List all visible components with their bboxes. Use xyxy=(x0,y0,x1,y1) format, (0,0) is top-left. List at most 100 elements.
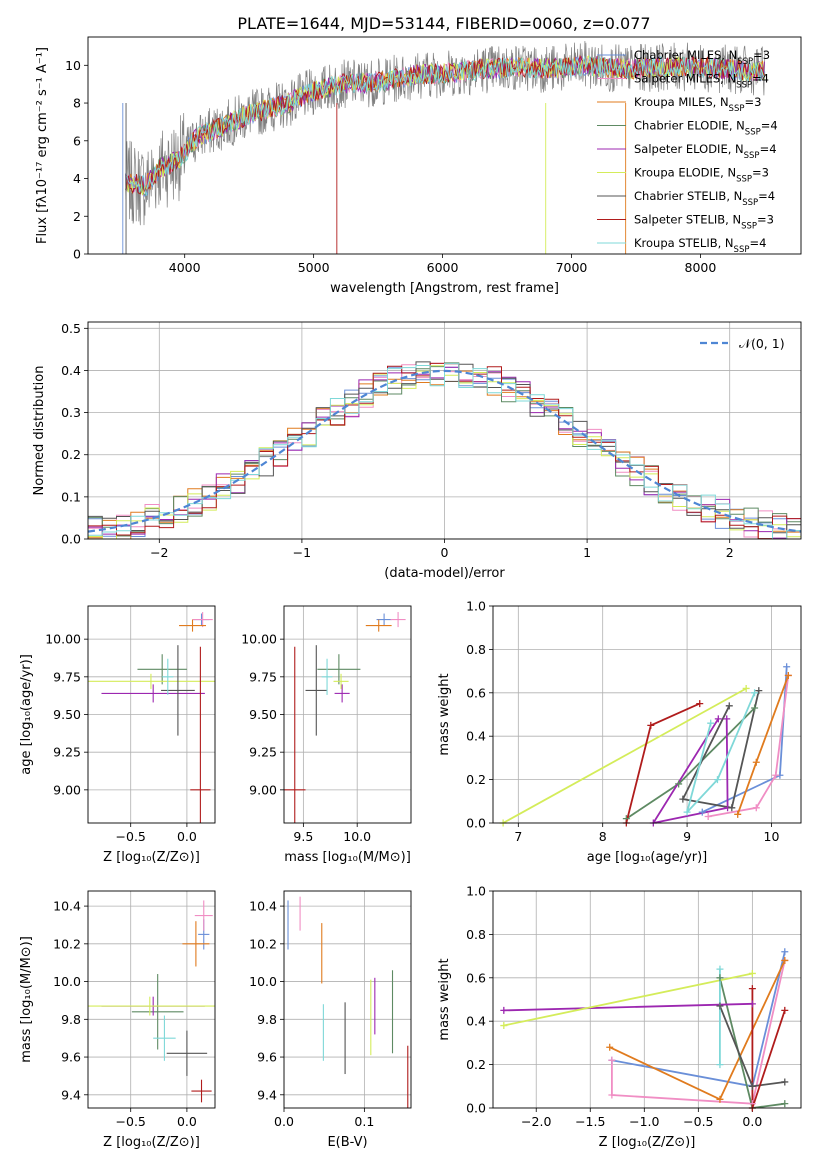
panel-weight-vs-age: 7 8 9 10 0.0 0.2 0.4 0.6 0.8 1.0 age [log₁₀(age/yr… xyxy=(437,599,802,865)
y-tick-label: 0.0 xyxy=(466,1101,486,1116)
x-tick-label: 0.0 xyxy=(742,1114,762,1129)
y-tick-label: 8 xyxy=(73,96,81,111)
legend-sub: SSP xyxy=(736,175,752,185)
weight-line-7 xyxy=(751,988,786,1108)
x-axis-label: mass [log₁₀(M/M⊙)] xyxy=(284,850,411,865)
legend-sub: SSP xyxy=(736,81,752,91)
y-tick-label: 0.2 xyxy=(61,447,81,462)
weight-point-5 xyxy=(742,684,750,692)
x-axis-label: Z [log₁₀(Z/Z⊙)] xyxy=(103,1135,200,1150)
x-axis-label: Z [log₁₀(Z/Z⊙)] xyxy=(103,850,200,865)
y-tick-label: 1.0 xyxy=(466,599,486,614)
y-tick-label: 0.5 xyxy=(61,321,81,336)
plot-area xyxy=(493,606,801,823)
weight-line-2 xyxy=(736,675,790,815)
y-tick-label: 2 xyxy=(73,209,81,224)
weight-line-1 xyxy=(611,960,786,1105)
y-tick-label: 0.8 xyxy=(466,642,486,657)
weight-point-3 xyxy=(751,704,759,712)
legend-sub: SSP xyxy=(737,57,753,67)
y-tick-label: 10.4 xyxy=(249,899,277,914)
x-tick-label: 8000 xyxy=(685,260,717,275)
histogram-8 xyxy=(88,363,801,539)
legend-sub: SSP xyxy=(734,245,750,255)
x-tick-label: 7000 xyxy=(556,260,588,275)
legend-sub: SSP xyxy=(744,151,760,161)
legend-name: Kroupa MILES, N xyxy=(634,95,729,109)
x-tick-label: 2 xyxy=(726,545,734,560)
normal-curve xyxy=(88,369,801,533)
weight-point-4 xyxy=(500,1006,508,1014)
y-tick-label: 10.00 xyxy=(241,632,277,647)
legend-name: Kroupa STELIB, N xyxy=(634,236,734,250)
weight-point-7 xyxy=(781,1006,789,1014)
weight-point-1 xyxy=(704,812,712,820)
y-tick-label: 9.6 xyxy=(257,1050,277,1065)
x-tick-label: 0.1 xyxy=(354,1114,374,1129)
x-axis-label: E(B-V) xyxy=(327,1135,367,1150)
legend-tail: =3 xyxy=(744,95,761,109)
plot-area xyxy=(284,891,411,1108)
x-tick-label: −1.5 xyxy=(575,1114,605,1129)
weight-point-2 xyxy=(734,810,742,818)
legend-label-1: Salpeter MILES, NSSP=4 xyxy=(634,72,769,91)
axes-frame xyxy=(283,890,412,1109)
plot-area xyxy=(284,606,411,823)
y-tick-label: 9.8 xyxy=(257,1012,277,1027)
y-tick-label: 0.2 xyxy=(466,772,486,787)
weight-point-3 xyxy=(716,974,724,982)
legend-tail: =4 xyxy=(761,119,778,133)
x-tick-label: 10.0 xyxy=(343,829,371,844)
x-tick-label: 5000 xyxy=(298,260,330,275)
weight-line-5 xyxy=(503,972,753,1027)
weight-point-7 xyxy=(647,721,655,729)
x-tick-label: −2.0 xyxy=(521,1114,551,1129)
legend-sub: SSP xyxy=(742,198,758,208)
figure-title: PLATE=1644, MJD=53144, FIBERID=0060, z=0… xyxy=(237,14,650,33)
y-tick-label: 10.2 xyxy=(53,936,81,951)
legend-sub: SSP xyxy=(729,104,745,114)
weight-point-6 xyxy=(725,702,733,710)
y-axis-label: Flux [fλ10⁻¹⁷ erg cm⁻² s⁻¹ A⁻¹] xyxy=(35,47,50,244)
y-axis-label: age [log₁₀(age/yr)] xyxy=(19,654,34,775)
legend-label-7: Salpeter STELIB, NSSP=3 xyxy=(634,213,774,232)
panel-residuals: −2 −1 0 1 2 0.0 0.1 0.2 0.3 0.4 0.5 (data-model)/er… xyxy=(32,321,802,581)
y-tick-label: 0.4 xyxy=(466,729,486,744)
weight-point-1 xyxy=(608,1091,616,1099)
x-tick-label: 9.5 xyxy=(293,829,313,844)
x-tick-label: 4000 xyxy=(169,260,201,275)
y-axis-label: mass weight xyxy=(437,958,452,1040)
y-tick-label: 0.4 xyxy=(61,363,81,378)
weight-point-6 xyxy=(748,1082,756,1090)
panel-mass-vs-EBV: 0.0 0.1 9.4 9.6 9.8 10.0 10.2 10.4 E(B-V) xyxy=(249,890,412,1150)
weight-point-7 xyxy=(748,985,756,993)
y-tick-label: 10.0 xyxy=(249,974,277,989)
x-tick-label: −1.0 xyxy=(629,1114,659,1129)
weight-point-2 xyxy=(784,671,792,679)
weight-point-1 xyxy=(772,771,780,779)
y-tick-label: 0.1 xyxy=(61,489,81,504)
x-axis-label: Z [log₁₀(Z/Z⊙)] xyxy=(599,1135,696,1150)
y-tick-label: 0.6 xyxy=(466,970,486,985)
y-tick-label: 10.2 xyxy=(249,936,277,951)
legend-tail: =4 xyxy=(749,236,766,250)
legend-name: Kroupa ELODIE, N xyxy=(634,166,736,180)
y-axis-label: mass [log₁₀(M/M⊙)] xyxy=(19,936,34,1063)
panel-weight-vs-Z: −2.0 −1.5 −1.0 −0.5 0.0 0.0 0.2 0.4 0.6 0.8 1.0 Z [… xyxy=(437,884,802,1150)
weight-point-0 xyxy=(698,808,706,816)
weight-point-6 xyxy=(679,795,687,803)
legend-name: Chabrier STELIB, N xyxy=(634,189,742,203)
y-tick-label: 10 xyxy=(65,58,81,73)
weight-point-2 xyxy=(716,1095,724,1103)
weight-point-6 xyxy=(755,687,763,695)
y-tick-label: 6 xyxy=(73,133,81,148)
y-tick-label: 9.4 xyxy=(61,1087,81,1102)
weight-point-5 xyxy=(500,1022,508,1030)
y-axis-label: Normed distribution xyxy=(32,366,47,496)
y-tick-label: 1.0 xyxy=(466,884,486,899)
legend-label-6: Chabrier STELIB, NSSP=4 xyxy=(634,189,775,208)
panel-age-vs-Z: −0.5 0.0 9.00 9.25 9.50 9.75 10.00 Z [log₁₀(Z/Z… xyxy=(19,605,216,865)
weight-point-7 xyxy=(696,700,704,708)
weight-point-2 xyxy=(781,956,789,964)
